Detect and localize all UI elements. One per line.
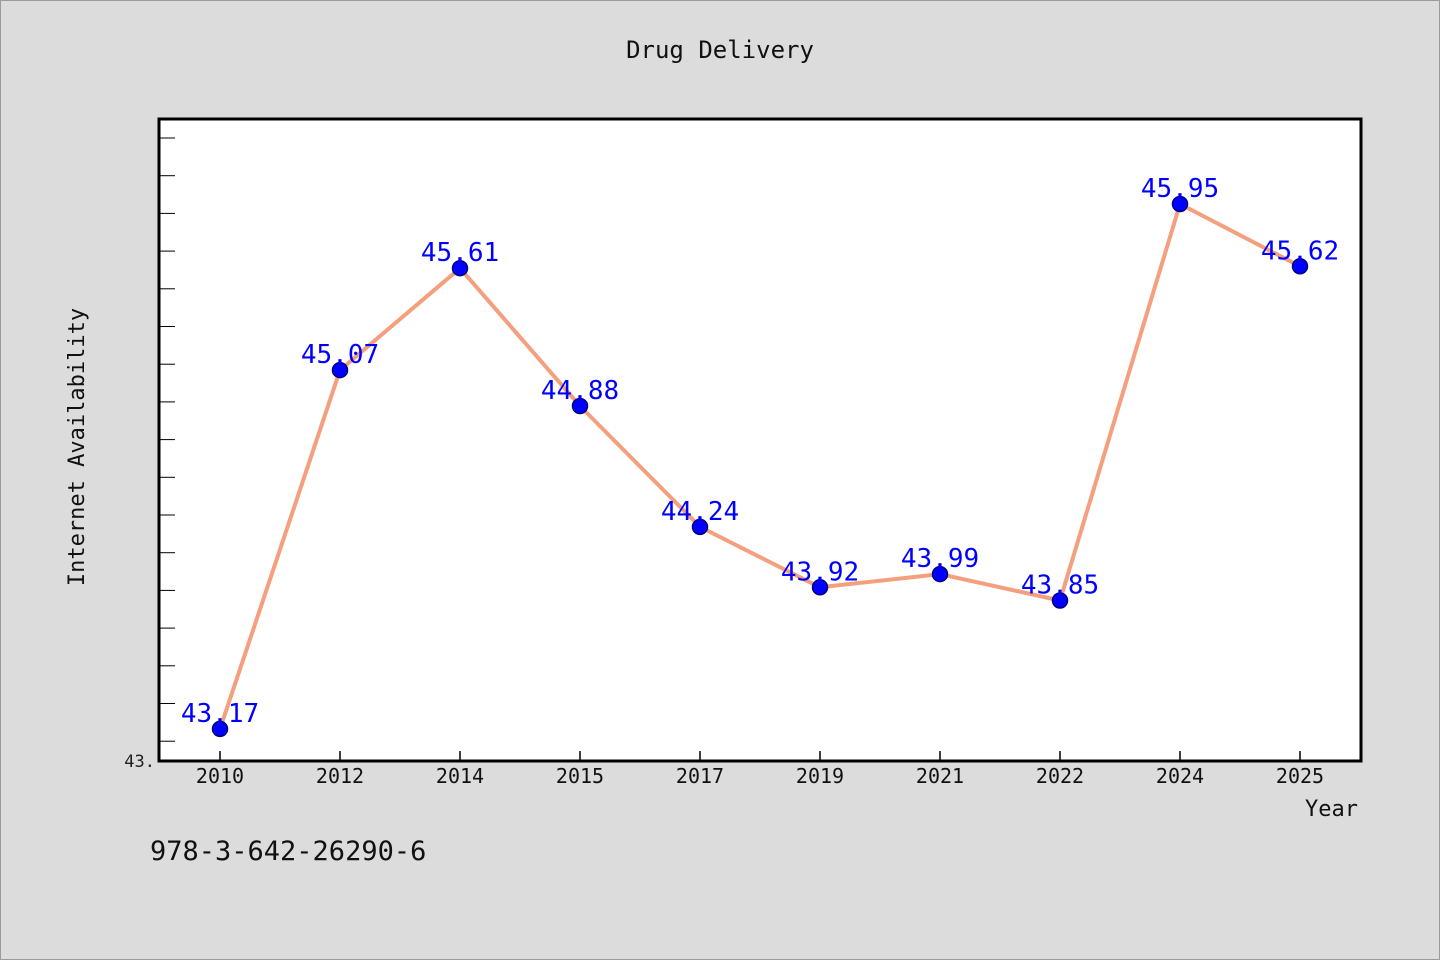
data-point-label: 44.88	[541, 376, 619, 406]
data-point-marker	[1171, 195, 1189, 213]
data-point-marker	[1291, 258, 1309, 275]
data-point-label: 45.62	[1261, 236, 1339, 266]
data-point-label: 43.85	[1021, 571, 1099, 601]
data-markers	[211, 195, 1309, 738]
data-point-marker	[1051, 592, 1069, 609]
x-tick-label: 2017	[676, 764, 724, 788]
chart-title: Drug Delivery	[626, 36, 814, 64]
y-axis-ticks	[159, 137, 175, 742]
x-tick-label: 2019	[796, 764, 844, 788]
x-tick-label: 2012	[316, 764, 364, 788]
data-point-label: 43.99	[901, 544, 979, 574]
x-tick-label: 2015	[556, 764, 604, 788]
x-tick-label: 2025	[1276, 764, 1324, 788]
footer-code: 978-3-642-26290-6	[150, 836, 427, 867]
x-tick-label: 2014	[436, 764, 484, 788]
y-axis-tick-label: 43.	[124, 752, 155, 772]
data-point-label: 45.07	[301, 340, 379, 370]
data-point-marker	[811, 579, 829, 596]
data-point-label: 45.95	[1141, 174, 1219, 204]
data-point-marker	[691, 518, 709, 536]
data-point-marker	[451, 259, 469, 277]
data-point-label: 44.24	[661, 497, 739, 527]
plot-area	[157, 117, 1363, 763]
x-axis-label: Year	[1305, 797, 1358, 822]
x-tick-label: 2010	[196, 764, 244, 788]
data-point-marker	[211, 720, 229, 738]
x-tick-label: 2024	[1156, 764, 1204, 788]
data-point-marker	[331, 361, 349, 379]
data-point-label: 45.61	[421, 238, 499, 268]
data-labels: 43.17 45.07 45.61 44.88 44.24 43.92 43.99 43.85…	[181, 174, 1339, 729]
x-tick-label: 2021	[916, 764, 964, 788]
data-point-label: 43.17	[181, 699, 259, 729]
series-line	[218, 202, 1302, 731]
data-point-marker	[571, 397, 589, 415]
data-point-label: 43.92	[781, 557, 859, 587]
x-axis-tick-labels: 2010 2012 2014 2015 2017 2019 2021 2022 2024 2025	[196, 764, 1324, 788]
y-axis-label: Internet Availability	[65, 308, 90, 586]
data-point-marker	[931, 565, 949, 583]
x-tick-label: 2022	[1036, 764, 1084, 788]
x-axis-ticks	[219, 751, 1301, 761]
